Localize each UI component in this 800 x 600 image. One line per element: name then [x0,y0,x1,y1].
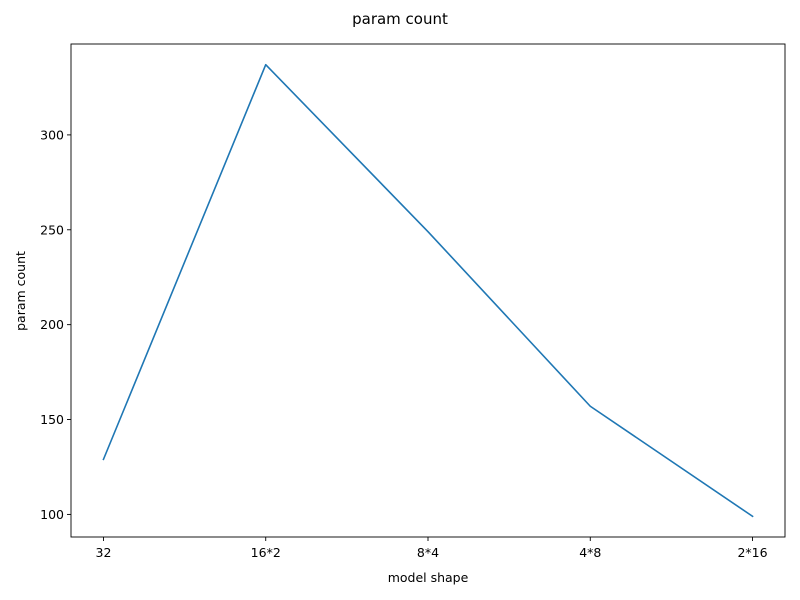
chart-title: param count [352,10,448,28]
y-tick-label: 150 [40,412,64,427]
series-line-0 [102,63,754,518]
x-axis-label: model shape [388,570,469,585]
x-tick-label: 2*16 [737,545,767,560]
y-axis-label: param count [13,251,28,331]
y-tick-label: 250 [40,222,64,237]
x-tick-label: 16*2 [251,545,281,560]
x-tick-label: 4*8 [579,545,601,560]
plot-area: 32 16*2 8*4 4*8 2*16 100 150 200 250 300 [40,43,786,560]
y-tick-label: 200 [40,317,64,332]
y-tick-label: 100 [40,507,64,522]
x-tick-label: 32 [96,545,112,560]
y-tick-label: 300 [40,127,64,142]
x-tick-label: 8*4 [417,545,439,560]
